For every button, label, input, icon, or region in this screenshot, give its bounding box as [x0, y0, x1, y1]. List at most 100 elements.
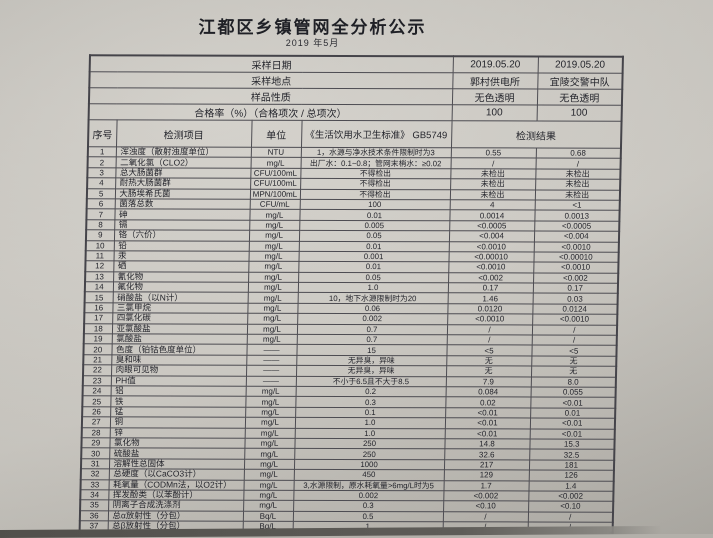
result-2: 0.0124 [532, 303, 618, 315]
item-name: PH值 [110, 375, 246, 387]
item-name: 氯酸盐 [111, 333, 247, 345]
row-number: 34 [80, 489, 109, 501]
standard: 0.5 [292, 511, 444, 522]
unit: mg/L [247, 313, 298, 324]
item-name: 硝酸盐（以N计） [112, 292, 248, 304]
row-number: 17 [84, 313, 113, 324]
result-2: 15.3 [529, 438, 615, 450]
result-2: / [535, 158, 621, 169]
result-1: <0.0010 [448, 262, 534, 273]
row-number: 16 [84, 302, 113, 314]
item-name: 菌落总数 [114, 198, 250, 210]
result-2: <0.002 [533, 272, 619, 284]
standard: 0.7 [296, 334, 447, 346]
item-name: 浑浊度（散射浊度单位） [115, 146, 251, 158]
unit: mg/L [247, 292, 298, 304]
sample-info-row: 采样地点 郭村供电所 宜陵交警中队 [89, 71, 623, 90]
result-1: <0.01 [445, 407, 531, 419]
standard: 100 [299, 199, 450, 211]
sample-info-value-1: 2019.05.20 [452, 56, 538, 73]
result-1: 未检出 [449, 189, 536, 200]
result-1: 无 [445, 365, 532, 377]
result-2: 32.5 [529, 449, 615, 460]
standard: 0.7 [296, 323, 448, 335]
sample-info-label: 样品性质 [88, 87, 453, 105]
standard: 无异臭，异味 [295, 365, 447, 377]
unit: mg/L [245, 396, 296, 408]
standard: 0.05 [298, 230, 450, 242]
standard: 出厂水：0.1~0.8；管网末梢水：≥0.02 [300, 157, 451, 169]
result-1: 0.02 [445, 397, 531, 408]
unit: mg/L [244, 438, 295, 449]
result-2: 0.03 [532, 293, 618, 305]
result-2: / [531, 324, 618, 336]
unit: mg/L [247, 282, 299, 293]
result-2: 0.17 [532, 283, 619, 294]
row-number: 27 [81, 416, 111, 428]
row-number: 26 [82, 406, 111, 418]
result-1: 217 [443, 459, 530, 471]
standard: 0.005 [299, 220, 450, 231]
sample-info-label: 采样日期 [89, 55, 453, 73]
result-2: <0.004 [533, 231, 620, 242]
sample-info-value-2: 无色透明 [536, 88, 623, 106]
item-name: 耐热大肠菌群 [115, 178, 251, 189]
item-name: 硒 [113, 261, 249, 272]
sample-info-row: 合格率（%）（合格项次 / 总项次） 100 100 [88, 103, 622, 122]
unit: NTU [250, 147, 301, 158]
row-number: 5 [86, 188, 116, 199]
result-2: <0.0005 [534, 220, 620, 232]
unit: mg/L [243, 469, 294, 480]
result-1: / [450, 158, 536, 169]
result-2: 0.68 [535, 147, 621, 159]
item-name: 镉 [114, 219, 250, 231]
unit: mg/L [243, 500, 294, 512]
result-2: 0.0013 [534, 210, 620, 221]
row-number: 33 [80, 479, 109, 490]
result-2: <0.0010 [533, 262, 619, 273]
result-2: <0.002 [528, 490, 614, 502]
unit: CFU/100mL [250, 168, 301, 179]
unit: —— [245, 375, 296, 387]
standard: 不小于6.5且不大于8.5 [295, 375, 446, 387]
unit: CFU/mL [249, 199, 300, 210]
result-1: 1.7 [443, 480, 529, 491]
item-name: 硫酸盐 [109, 448, 245, 459]
item-name: 臭和味 [111, 354, 247, 366]
item-name: 大肠埃希氏菌 [114, 188, 251, 200]
column-header-row: 序号 检测项目 单位 《生活饮用水卫生标准》 GB5749 检测结果 [87, 119, 622, 149]
row-number: 29 [81, 437, 110, 449]
result-2: <0.0010 [533, 241, 619, 253]
standard: 1.0 [294, 417, 446, 429]
result-2: 0.055 [530, 386, 616, 398]
result-1: 7.9 [445, 376, 531, 387]
row-number: 6 [86, 198, 115, 210]
unit: mg/L [248, 261, 299, 273]
row-number: 31 [80, 458, 110, 469]
row-number: 10 [85, 240, 114, 251]
result-2: 1.4 [528, 480, 614, 492]
row-number: 32 [80, 468, 109, 480]
unit: mg/L [247, 303, 298, 314]
standard: 0.3 [295, 396, 446, 408]
row-number: 19 [83, 333, 112, 345]
standard: 0.3 [293, 500, 444, 512]
unit: mg/L [245, 386, 296, 397]
item-name: 肉眼可见物 [111, 365, 247, 376]
unit: Bq/L [242, 510, 294, 522]
unit: MPN/100mL [249, 188, 301, 200]
item-name: 铅 [113, 240, 249, 252]
result-1: <0.002 [448, 272, 534, 284]
result-2: 126 [528, 470, 614, 481]
result-2: <0.01 [529, 418, 616, 429]
standard: 1，水源与净水技术条件限制时为3 [300, 147, 451, 159]
sample-info-value-1: 郭村供电所 [452, 72, 538, 89]
page-subtitle: 2019 年5月 [285, 38, 340, 48]
result-2: <0.01 [529, 428, 615, 440]
standard: 10，地下水源限制时为20 [297, 292, 448, 304]
item-name: 汞 [113, 250, 249, 262]
item-name: 色度（铂钴色度单位） [111, 344, 247, 356]
result-2: 8.0 [530, 376, 616, 388]
result-1: 0.55 [450, 147, 536, 159]
